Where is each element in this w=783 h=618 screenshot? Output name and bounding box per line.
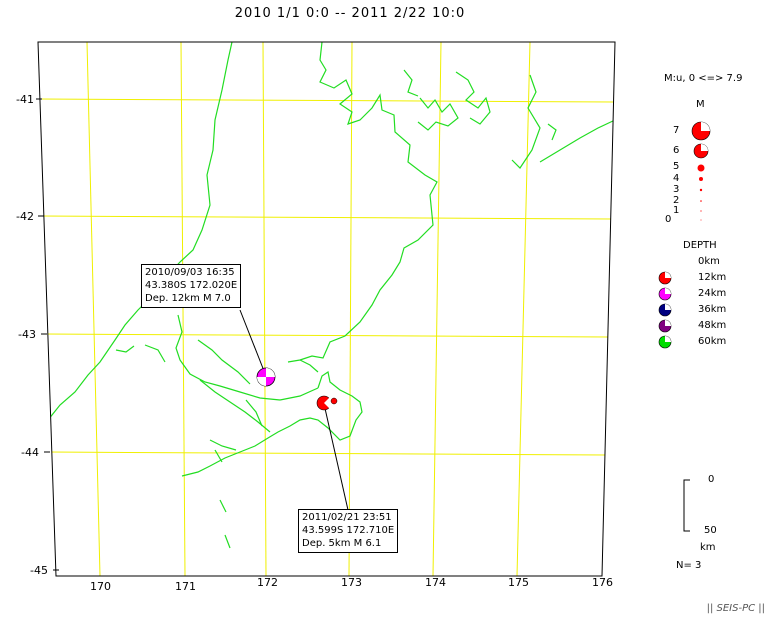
event-count: N= 3 [676, 560, 702, 571]
depth-legend-symbol-quadrant [665, 336, 671, 342]
magnitude-range-label: M:u, 0 <=> 7.9 [664, 73, 743, 84]
event-location: 43.380S 172.020E [145, 280, 238, 291]
map-title: 2010 1/1 0:0 -- 2011 2/22 10:0 [234, 6, 466, 21]
magnitude-legend-label: 7 [673, 125, 680, 136]
depth-legend-label: 60km [698, 336, 727, 347]
lon-label: 170 [90, 580, 111, 593]
lat-label: -41 [16, 93, 34, 106]
event-datetime: 2011/02/21 23:51 [302, 512, 392, 523]
magnitude-legend-title: M [696, 99, 705, 110]
lon-label: 174 [425, 576, 446, 589]
magnitude-legend-label: 1 [673, 205, 680, 216]
event-location: 43.599S 172.710E [302, 525, 395, 536]
scale-bottom-label: 50 [704, 525, 717, 536]
event-callout-2010[interactable]: 2010/09/03 16:35 43.380S 172.020E Dep. 1… [141, 264, 242, 308]
lon-label: 175 [508, 576, 529, 589]
map-frame [37, 41, 616, 577]
lon-label: 173 [341, 576, 362, 589]
magnitude-legend-symbols [691, 121, 711, 221]
depth-legend-label: 48km [698, 320, 727, 331]
event-depth-magnitude: Dep. 5km M 6.1 [302, 538, 382, 549]
magnitude-legend-label: 5 [673, 161, 680, 172]
event-beachball-2011[interactable] [316, 395, 338, 411]
software-credit: || SEIS-PC || [706, 603, 765, 614]
magnitude-legend-label: 6 [673, 145, 680, 156]
depth-legend-symbols [658, 271, 672, 349]
depth-legend-symbol-quadrant [665, 272, 671, 278]
distance-scale-bar [683, 479, 690, 532]
lat-label: -43 [18, 328, 36, 341]
depth-legend-symbol-quadrant [665, 304, 671, 310]
graticule-grid [38, 42, 615, 576]
lon-label: 172 [257, 576, 278, 589]
coastline [38, 42, 615, 549]
depth-legend-title: DEPTH [683, 240, 717, 251]
callout-leaders [239, 309, 349, 511]
magnitude-legend-label: 4 [673, 173, 680, 184]
event-callout-2011[interactable]: 2011/02/21 23:51 43.599S 172.710E Dep. 5… [298, 509, 399, 553]
lon-label: 176 [592, 576, 613, 589]
event-datetime: 2010/09/03 16:35 [145, 267, 235, 278]
depth-legend-label: 0km [698, 256, 720, 267]
magnitude-legend-label: 0 [665, 214, 672, 225]
scale-unit-label: km [700, 542, 716, 553]
magnitude-legend-label: 2 [673, 195, 680, 206]
lon-label: 171 [175, 580, 196, 593]
event-beachball-2010[interactable] [256, 367, 276, 387]
lat-ticks [36, 98, 59, 571]
depth-legend-label: 36km [698, 304, 727, 315]
lat-label: -42 [16, 210, 34, 223]
depth-legend-label: 12km [698, 272, 727, 283]
lat-label: -45 [30, 564, 48, 577]
magnitude-legend-label: 3 [673, 184, 680, 195]
lat-label: -44 [21, 446, 39, 459]
event-depth-magnitude: Dep. 12km M 7.0 [145, 293, 231, 304]
depth-legend-symbol-quadrant [665, 288, 671, 294]
depth-legend-label: 24km [698, 288, 727, 299]
depth-legend-symbol-quadrant [665, 320, 671, 326]
scale-top-label: 0 [708, 474, 715, 485]
